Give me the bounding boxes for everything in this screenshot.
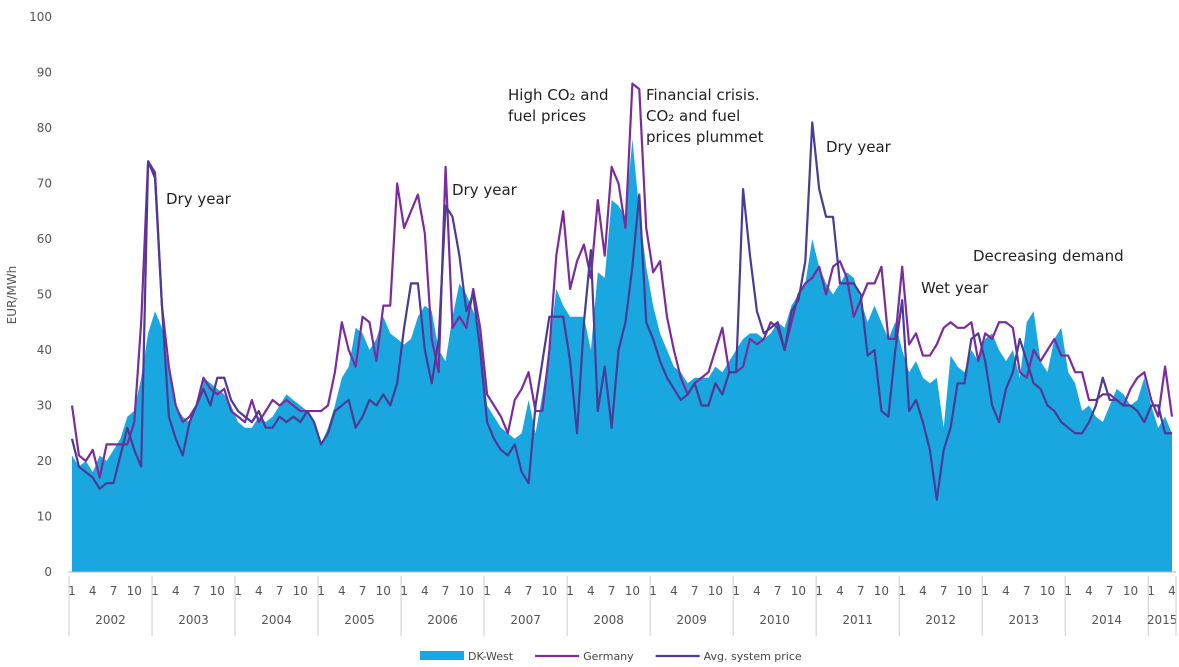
x-tick-label: 10 [874,584,889,598]
x-tick-label: 10 [1040,584,1055,598]
x-tick-label: 1 [815,584,823,598]
year-label: 2005 [344,613,375,627]
annotation: Decreasing demand [973,247,1124,265]
x-tick-label: 1 [1147,584,1155,598]
year-label: 2006 [427,613,458,627]
annotation: Financial crisis. [646,86,760,104]
x-tick-label: 7 [774,584,782,598]
x-tick-label: 7 [691,584,699,598]
year-label: 2007 [510,613,541,627]
x-tick-label: 1 [400,584,408,598]
legend-label: DK-West [468,650,514,663]
x-tick-label: 10 [625,584,640,598]
x-tick-label: 7 [608,584,616,598]
x-tick-label: 4 [172,584,180,598]
year-label: 2002 [95,613,126,627]
x-tick-label: 1 [649,584,657,598]
y-tick-label: 40 [37,343,52,357]
x-tick-label: 10 [957,584,972,598]
y-tick-label: 30 [37,399,52,413]
x-tick-label: 4 [1002,584,1010,598]
year-label: 2011 [842,613,873,627]
x-tick-label: 7 [1023,584,1031,598]
x-tick-label: 4 [338,584,346,598]
x-tick-label: 10 [459,584,474,598]
x-tick-label: 10 [708,584,723,598]
year-label: 2008 [593,613,624,627]
y-tick-label: 50 [37,288,52,302]
x-tick-label: 1 [234,584,242,598]
y-axis-label: EUR/MWh [5,266,19,325]
y-tick-label: 60 [37,232,52,246]
year-label: 2013 [1008,613,1039,627]
x-tick-label: 4 [255,584,263,598]
x-tick-label: 7 [442,584,450,598]
x-tick-label: 7 [857,584,865,598]
x-tick-label: 4 [587,584,595,598]
legend-label: Germany [583,650,634,663]
x-tick-label: 1 [483,584,491,598]
x-tick-label: 7 [525,584,533,598]
x-tick-label: 10 [791,584,806,598]
x-tick-label: 7 [940,584,948,598]
x-tick-label: 4 [670,584,678,598]
x-tick-label: 7 [193,584,201,598]
annotation: Wet year [921,279,989,297]
annotation: fuel prices [508,107,586,125]
y-tick-label: 20 [37,454,52,468]
x-tick-label: 7 [276,584,284,598]
x-tick-label: 4 [1168,584,1176,598]
annotation: Dry year [166,190,232,208]
x-tick-label: 1 [732,584,740,598]
annotation: Dry year [826,138,892,156]
legend-label: Avg. system price [704,650,802,663]
x-tick-label: 4 [753,584,761,598]
year-label: 2010 [759,613,790,627]
x-tick-label: 1 [151,584,159,598]
x-tick-label: 10 [542,584,557,598]
area [72,139,1172,572]
annotation: Dry year [452,181,518,199]
legend-swatch [420,651,464,660]
year-label: 2004 [261,613,292,627]
x-tick-label: 10 [210,584,225,598]
x-tick-label: 1 [981,584,989,598]
annotation: prices plummet [646,128,764,146]
x-tick-label: 4 [1085,584,1093,598]
x-tick-label: 4 [836,584,844,598]
year-label: 2003 [178,613,209,627]
x-tick-label: 10 [293,584,308,598]
y-tick-label: 70 [37,177,52,191]
y-tick-label: 10 [37,510,52,524]
x-tick-label: 7 [110,584,118,598]
x-tick-label: 10 [127,584,142,598]
x-tick-label: 1 [68,584,76,598]
x-tick-label: 7 [1106,584,1114,598]
x-tick-label: 1 [317,584,325,598]
y-tick-label: 90 [37,66,52,80]
y-tick-label: 80 [37,121,52,135]
x-tick-label: 7 [359,584,367,598]
year-label: 2015 [1147,613,1178,627]
x-tick-label: 10 [376,584,391,598]
year-label: 2009 [676,613,707,627]
x-tick-label: 4 [421,584,429,598]
x-tick-label: 1 [898,584,906,598]
year-label: 2012 [925,613,956,627]
x-tick-label: 4 [89,584,97,598]
line [70,82,1174,479]
x-tick-label: 4 [504,584,512,598]
annotation: CO₂ and fuel [646,107,740,125]
annotation: High CO₂ and [508,86,609,104]
x-tick-label: 1 [1064,584,1072,598]
year-label: 2014 [1091,613,1122,627]
x-tick-label: 10 [1123,584,1138,598]
y-tick-label: 100 [29,10,52,24]
y-tick-label: 0 [44,565,52,579]
x-tick-label: 4 [919,584,927,598]
line [70,121,1172,501]
x-tick-label: 1 [566,584,574,598]
